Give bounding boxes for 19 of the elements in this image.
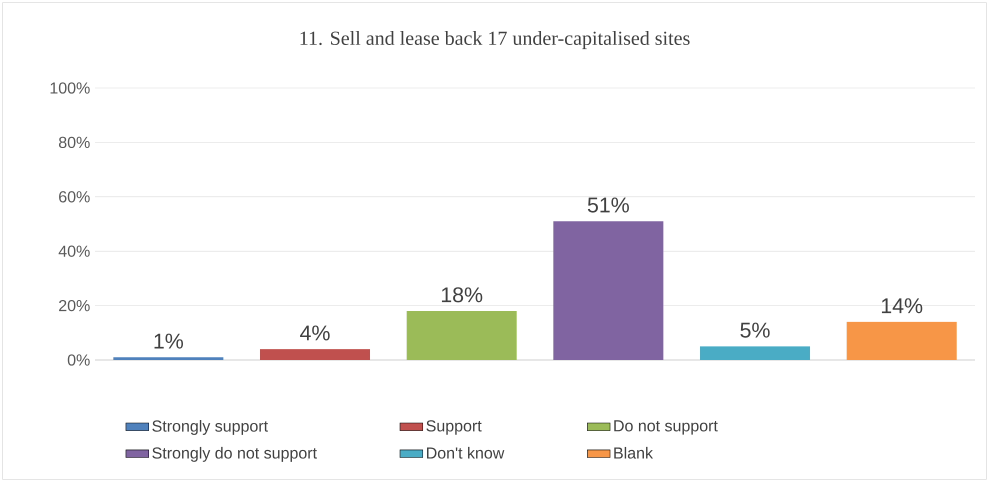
legend-label: Don't know	[427, 446, 504, 459]
legend-label: Support	[426, 420, 482, 435]
data-label: 51%	[588, 198, 629, 213]
legend-label: Strongly support	[152, 420, 268, 435]
legend-label: Blank	[614, 446, 654, 459]
data-label: 1%	[154, 334, 183, 349]
data-label: 14%	[882, 298, 922, 314]
y-tick-label: 20%	[59, 300, 90, 312]
data-label: 5%	[740, 322, 770, 338]
y-tick-label: 100%	[50, 82, 90, 94]
legend-label: Strongly do not support	[152, 446, 317, 462]
data-label: 18%	[442, 287, 482, 302]
chart-title: 11. Sell and lease back 17 under-capitalised sites	[300, 30, 690, 50]
legend-label: Do not support	[614, 420, 718, 435]
y-tick-label: 40%	[58, 246, 90, 257]
data-label: 4%	[300, 325, 330, 340]
y-tick-label: 0%	[68, 354, 90, 366]
y-tick-label: 60%	[59, 191, 90, 202]
y-tick-label: 80%	[58, 136, 90, 148]
